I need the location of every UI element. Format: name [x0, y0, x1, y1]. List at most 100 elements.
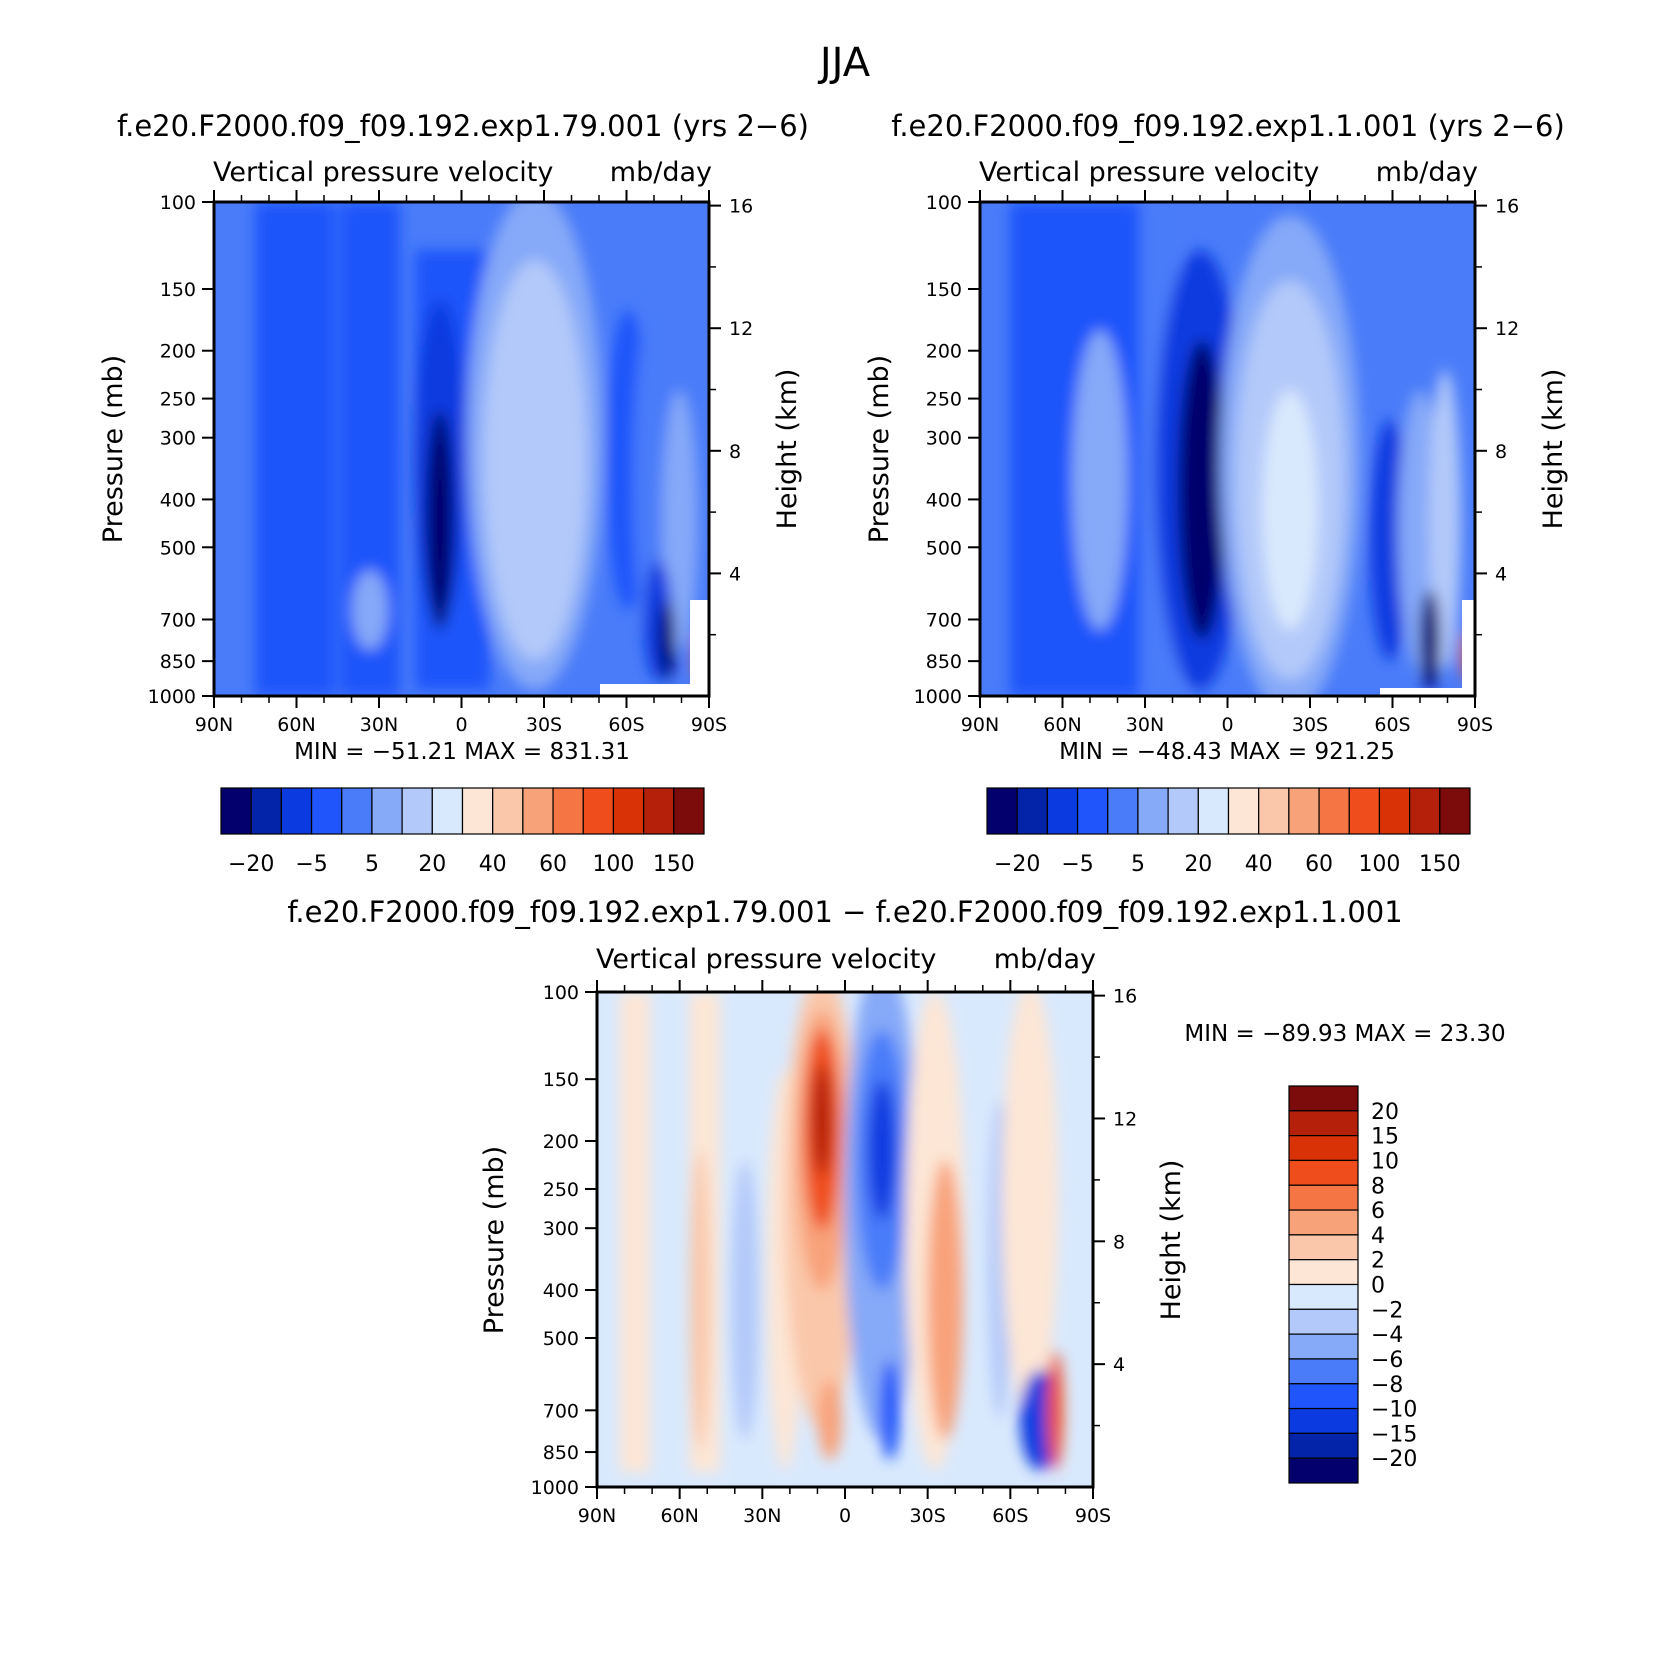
panel-run2-colorbar-label: 100 — [1358, 852, 1400, 877]
panel-run1-colorbar-box — [250, 787, 282, 835]
panel-diff-pressure-tick-label: 500 — [543, 1328, 579, 1350]
panel-diff-pressure-tick-label: 200 — [543, 1131, 579, 1153]
panel-diff-colorbar-label: −15 — [1371, 1422, 1417, 1447]
panel-run1-colorbar-box — [612, 787, 645, 835]
panel-run1-pressure-tick-label: 250 — [160, 389, 196, 411]
panel-run2-colorbar-box — [1137, 787, 1169, 835]
panel-run2-colorbar-box — [1167, 787, 1199, 835]
panel-run2-lat-tick-label: 90S — [1457, 714, 1493, 736]
panel-diff-ylabel: Pressure (mb) — [479, 1146, 510, 1334]
panel-diff-units: mb/day — [994, 944, 1096, 975]
panel-diff-colorbar-label: 8 — [1371, 1174, 1385, 1199]
panel-run1-height-tick-label: 16 — [729, 196, 753, 218]
panel-diff-colorbar-box — [1288, 1234, 1359, 1261]
panel-diff: f.e20.F2000.f09_f09.192.exp1.79.001 − f.… — [287, 895, 1505, 1527]
panel-diff-colorbar-box — [1288, 1407, 1359, 1434]
panel-run2-colorbar-label: 20 — [1184, 852, 1212, 877]
panel-diff-pressure-tick-label: 700 — [543, 1400, 579, 1422]
panel-run1-colorbar-box — [310, 787, 343, 835]
panel-diff-pressure-tick-label: 850 — [543, 1442, 579, 1464]
panel-run1-colorbar-box — [552, 787, 584, 835]
panel-run1-pressure-tick-label: 400 — [160, 489, 196, 511]
panel-run1-colorbar-label: 150 — [653, 852, 695, 877]
panel-run1-colorbar-box — [401, 787, 433, 835]
panel-diff-height-tick-label: 8 — [1113, 1231, 1125, 1253]
panel-run2-height-tick-label: 12 — [1495, 318, 1519, 340]
panel-run1-colorbar-label: 100 — [592, 852, 634, 877]
panel-diff-colorbar-label: 10 — [1371, 1149, 1399, 1174]
panel-run2-colorbar-box — [1227, 787, 1260, 835]
panel-run1-lat-tick-label: 30S — [526, 714, 562, 736]
panel-run2-colorbar-label: 150 — [1419, 852, 1461, 877]
panel-run2-colorbar-box — [1046, 787, 1079, 835]
panel-run1-lat-tick-label: 90S — [691, 714, 727, 736]
panel-run1-colorbar-box — [431, 787, 464, 835]
panel-run1-colorbar-box — [492, 787, 524, 835]
panel-run2-units: mb/day — [1376, 157, 1478, 188]
panel-diff-colorbar-box — [1288, 1184, 1359, 1211]
panel-run1-height-tick-label: 8 — [729, 441, 741, 463]
panel-diff-colorbar-label: −6 — [1371, 1348, 1403, 1373]
panel-diff-pressure-tick-label: 400 — [543, 1280, 579, 1302]
panel-run1-colorbar-label: −5 — [295, 852, 327, 877]
panel-run1-colorbar-label: 5 — [365, 852, 379, 877]
panel-run2-pressure-tick-label: 850 — [926, 651, 962, 673]
panel-run2-pressure-tick-label: 700 — [926, 609, 962, 631]
panel-diff-colorbar-label: 6 — [1371, 1199, 1385, 1224]
panel-run1-lat-tick-label: 60S — [608, 714, 644, 736]
panel-run1-pressure-tick-label: 1000 — [148, 686, 196, 708]
panel-diff-title: f.e20.F2000.f09_f09.192.exp1.79.001 − f.… — [287, 895, 1402, 929]
panel-diff-colorbar-label: −4 — [1371, 1323, 1403, 1348]
panel-run2-pressure-tick-label: 250 — [926, 389, 962, 411]
panel-run1-pressure-tick-label: 850 — [160, 651, 196, 673]
panel-run1-height-tick-label: 12 — [729, 318, 753, 340]
panel-run1-lat-tick-label: 90N — [195, 714, 233, 736]
panel-run2-title: f.e20.F2000.f09_f09.192.exp1.1.001 (yrs … — [891, 109, 1565, 143]
panel-diff-colorbar-box — [1288, 1308, 1359, 1335]
panel-diff-lat-tick-label: 0 — [839, 1505, 851, 1527]
panel-diff-pressure-tick-label: 150 — [543, 1069, 579, 1091]
panel-diff-colorbar-box — [1288, 1333, 1359, 1360]
panel-run2-colorbar-label: −20 — [994, 852, 1040, 877]
panel-diff-axes: 100 150 200 250 300 400 500 700 850 1000 16 12 8 4 90N… — [531, 980, 1137, 1527]
panel-run1-pressure-tick-label: 700 — [160, 609, 196, 631]
panel-run1-y2label: Height (km) — [772, 369, 803, 530]
panel-run1-lat-tick-label: 60N — [277, 714, 315, 736]
panel-diff-lat-tick-label: 60S — [992, 1505, 1028, 1527]
panel-run2-colorbar-box — [1107, 787, 1139, 835]
panel-run2-pressure-tick-label: 500 — [926, 537, 962, 559]
panel-diff-colorbar-box — [1288, 1457, 1359, 1484]
panel-diff-colorbar-label: −10 — [1371, 1398, 1417, 1423]
panel-diff-height-tick-label: 4 — [1113, 1354, 1125, 1376]
panel-run2-pressure-tick-label: 300 — [926, 428, 962, 450]
panel-run2-lat-tick-label: 90N — [961, 714, 999, 736]
panel-diff-variable: Vertical pressure velocity — [596, 944, 936, 975]
panel-run2-variable: Vertical pressure velocity — [979, 157, 1319, 188]
panel-run1-ylabel: Pressure (mb) — [98, 355, 129, 543]
panel-run2-colorbar-box — [1197, 787, 1230, 835]
panel-run2-colorbar-box — [1378, 787, 1411, 835]
panel-run2-pressure-tick-label: 100 — [926, 192, 962, 214]
panel-diff-lat-tick-label: 30N — [743, 1505, 781, 1527]
panel-diff-colorbar-box — [1288, 1259, 1359, 1286]
panel-diff-colorbar-label: −8 — [1371, 1373, 1403, 1398]
panel-run1-pressure-tick-label: 200 — [160, 341, 196, 363]
panel-run2-field — [980, 202, 1475, 696]
panel-run2-colorbar-box — [1258, 787, 1290, 835]
panel-run2-height-tick-label: 16 — [1495, 196, 1519, 218]
panel-run2-colorbar-box — [1318, 787, 1350, 835]
panel-run1-colorbar-box — [643, 787, 675, 835]
panel-run1-lat-tick-label: 30N — [360, 714, 398, 736]
panel-diff-pressure-tick-label: 300 — [543, 1218, 579, 1240]
panel-run1-colorbar-label: 20 — [418, 852, 446, 877]
panel-run2-colorbar-box — [1409, 787, 1441, 835]
panel-run1-pressure-tick-label: 150 — [160, 279, 196, 301]
panel-run2-height-tick-label: 8 — [1495, 441, 1507, 463]
panel-diff-colorbar-label: 20 — [1371, 1100, 1399, 1125]
panel-diff-colorbar-box — [1288, 1283, 1359, 1310]
panel-run2-colorbar-box — [1288, 787, 1320, 835]
panel-diff-lat-tick-label: 60N — [660, 1505, 698, 1527]
panel-diff-y2label: Height (km) — [1156, 1160, 1187, 1321]
